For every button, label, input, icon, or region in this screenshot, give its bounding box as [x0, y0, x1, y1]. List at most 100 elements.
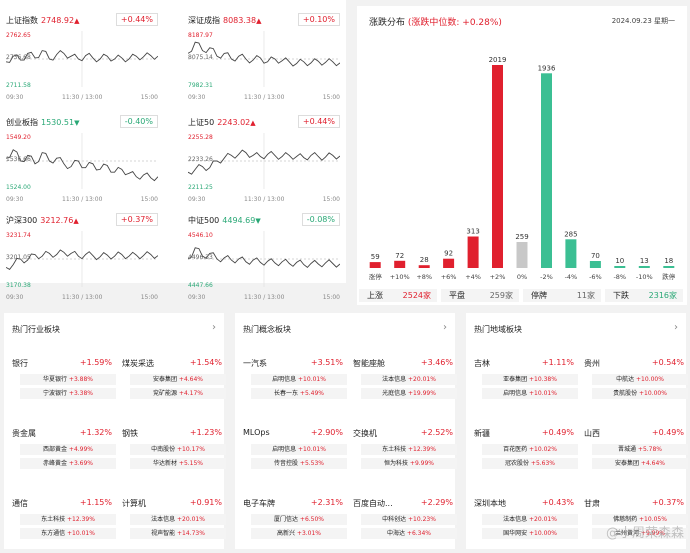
stock-change: +20.01%	[408, 376, 436, 383]
dist-bar-9	[590, 261, 601, 268]
sector-stock[interactable]: 百花医药 +10.02%	[482, 444, 578, 455]
stock-name: 西部黄金	[43, 446, 67, 453]
sector-stock[interactable]: 兖矿能源 +4.17%	[130, 388, 226, 399]
dist-bar-value-7: 1936	[538, 64, 556, 72]
sector-stock[interactable]: 中海达 +6.34%	[361, 528, 457, 539]
chevron-right-icon[interactable]: ›	[443, 322, 447, 333]
sector-stock[interactable]: 东土科技 +12.39%	[20, 514, 116, 525]
dist-bar-value-4: 313	[466, 228, 479, 236]
chevron-right-icon[interactable]: ›	[212, 322, 216, 333]
stock-change: +20.01%	[529, 516, 557, 523]
sector-stock[interactable]: 西部黄金 +4.99%	[20, 444, 116, 455]
sector-stock[interactable]: 国华网安 +10.00%	[482, 528, 578, 539]
chevron-right-icon[interactable]: ›	[674, 322, 678, 333]
index-low-label: 4447.66	[188, 282, 213, 289]
summary-label: 下跌	[613, 290, 629, 301]
sector-stock[interactable]: 高新兴 +3.01%	[251, 528, 347, 539]
stock-change: +10.38%	[529, 376, 557, 383]
summary-value: 2524家	[403, 290, 431, 301]
summary-value: 259家	[490, 290, 513, 301]
sector-stock[interactable]: 法本信息 +20.01%	[130, 514, 226, 525]
stock-change: +10.17%	[177, 446, 205, 453]
sector-item[interactable]: 山西+0.49%晋城通 +5.78%安泰集团 +4.64%	[584, 428, 688, 483]
summary-label: 上涨	[367, 290, 383, 301]
sector-stock[interactable]: 宁波银行 +3.38%	[20, 388, 116, 399]
sector-stock[interactable]: 安泰集团 +4.64%	[130, 374, 226, 385]
sector-stock[interactable]: 视声智能 +14.73%	[130, 528, 226, 539]
index-name: 深证成指	[188, 16, 220, 25]
dist-category-label-3: +6%	[441, 273, 457, 281]
stock-name: 安泰集团	[153, 376, 177, 383]
sector-stock[interactable]: 中科创达 +10.23%	[361, 514, 457, 525]
sector-item[interactable]: 吉林+1.11%亚泰集团 +10.38%启明信息 +10.01%	[474, 358, 578, 413]
dist-category-label-4: +4%	[465, 273, 481, 281]
dist-bar-value-5: 2019	[489, 56, 507, 64]
sector-item[interactable]: 新疆+0.49%百花医药 +10.02%冠农股份 +5.63%	[474, 428, 578, 483]
sector-item[interactable]: 银行+1.59%华夏银行 +3.88%宁波银行 +3.38%	[12, 358, 116, 413]
sector-item[interactable]: 智能座舱+3.46%法本信息 +20.01%光庭信息 +19.99%	[353, 358, 457, 413]
sector-stock[interactable]: 法本信息 +20.01%	[361, 374, 457, 385]
index-mid-label: 3201.05	[6, 254, 31, 261]
sector-name: 贵州	[584, 358, 600, 369]
index-value: 8083.38	[223, 16, 256, 25]
sector-stock[interactable]: 东方通信 +10.01%	[20, 528, 116, 539]
sector-stock[interactable]: 长春一东 +5.49%	[251, 388, 347, 399]
stock-name: 赤峰黄金	[43, 460, 67, 467]
sector-item[interactable]: 贵州+0.54%中航达 +10.00%贵航股份 +10.00%	[584, 358, 688, 413]
sector-stock[interactable]: 光庭信息 +19.99%	[361, 388, 457, 399]
sector-item[interactable]: 计算机+0.91%法本信息 +20.01%视声智能 +14.73%	[122, 498, 226, 553]
sector-stock[interactable]: 恒为科技 +9.99%	[361, 458, 457, 469]
sector-item[interactable]: 钢铁+1.23%中南股份 +10.17%华达新材 +5.15%	[122, 428, 226, 483]
sector-stock[interactable]: 法本信息 +20.01%	[482, 514, 578, 525]
sector-stock[interactable]: 华达新材 +5.15%	[130, 458, 226, 469]
sector-stock[interactable]: 传音控股 +5.53%	[251, 458, 347, 469]
sector-stock[interactable]: 冠农股份 +5.63%	[482, 458, 578, 469]
stock-name: 恒为科技	[384, 460, 408, 467]
sector-stock[interactable]: 启明信息 +10.01%	[251, 374, 347, 385]
stock-name: 启明信息	[503, 390, 527, 397]
sector-stock[interactable]: 启明信息 +10.01%	[251, 444, 347, 455]
sector-item[interactable]: 百度自动...+2.29%中科创达 +10.23%中海达 +6.34%	[353, 498, 457, 553]
sector-stock[interactable]: 安泰集团 +4.64%	[592, 458, 688, 469]
sector-change: +1.23%	[190, 428, 222, 437]
stock-change: +10.00%	[529, 530, 557, 537]
stock-change: +10.00%	[639, 390, 667, 397]
sector-stock[interactable]: 启明信息 +10.01%	[482, 388, 578, 399]
sector-item[interactable]: 煤炭采选+1.54%安泰集团 +4.64%兖矿能源 +4.17%	[122, 358, 226, 413]
stock-change: +10.23%	[408, 516, 436, 523]
sector-stock[interactable]: 赤峰黄金 +3.69%	[20, 458, 116, 469]
stock-name: 东方通信	[41, 530, 65, 537]
sector-stock[interactable]: 中航达 +10.00%	[592, 374, 688, 385]
sector-name: 新疆	[474, 428, 490, 439]
sector-item[interactable]: 一汽系+3.51%启明信息 +10.01%长春一东 +5.49%	[243, 358, 347, 413]
dist-bar-10	[614, 266, 625, 268]
dist-bar-2	[419, 265, 430, 268]
sector-item[interactable]: 贵金属+1.32%西部黄金 +4.99%赤峰黄金 +3.69%	[12, 428, 116, 483]
sector-item[interactable]: 电子车牌+2.31%厦门信达 +6.50%高新兴 +3.01%	[243, 498, 347, 553]
sector-stock[interactable]: 中南股份 +10.17%	[130, 444, 226, 455]
sector-stock[interactable]: 晋城通 +5.78%	[592, 444, 688, 455]
sector-item[interactable]: 深圳本地+0.43%法本信息 +20.01%国华网安 +10.00%	[474, 498, 578, 553]
sector-stock[interactable]: 厦门信达 +6.50%	[251, 514, 347, 525]
sector-item[interactable]: 交换机+2.52%东土科技 +12.39%恒为科技 +9.99%	[353, 428, 457, 483]
stock-name: 中科创达	[382, 516, 406, 523]
sector-stock[interactable]: 东土科技 +12.39%	[361, 444, 457, 455]
sector-stock[interactable]: 贵航股份 +10.00%	[592, 388, 688, 399]
sector-item[interactable]: 通信+1.15%东土科技 +12.39%东方通信 +10.01%	[12, 498, 116, 553]
index-change: +0.44%	[298, 115, 340, 128]
sector-change: +0.37%	[652, 498, 684, 507]
sector-stock[interactable]: 华夏银行 +3.88%	[20, 374, 116, 385]
sector-stock[interactable]: 亚泰集团 +10.38%	[482, 374, 578, 385]
time-start: 09:30	[188, 196, 205, 203]
stock-change: +9.99%	[410, 460, 434, 467]
sector-item[interactable]: MLOps+2.90%启明信息 +10.01%传音控股 +5.53%	[243, 428, 347, 483]
dist-category-label-0: 涨停	[369, 272, 383, 281]
time-mid: 11:30 / 13:00	[244, 196, 284, 203]
